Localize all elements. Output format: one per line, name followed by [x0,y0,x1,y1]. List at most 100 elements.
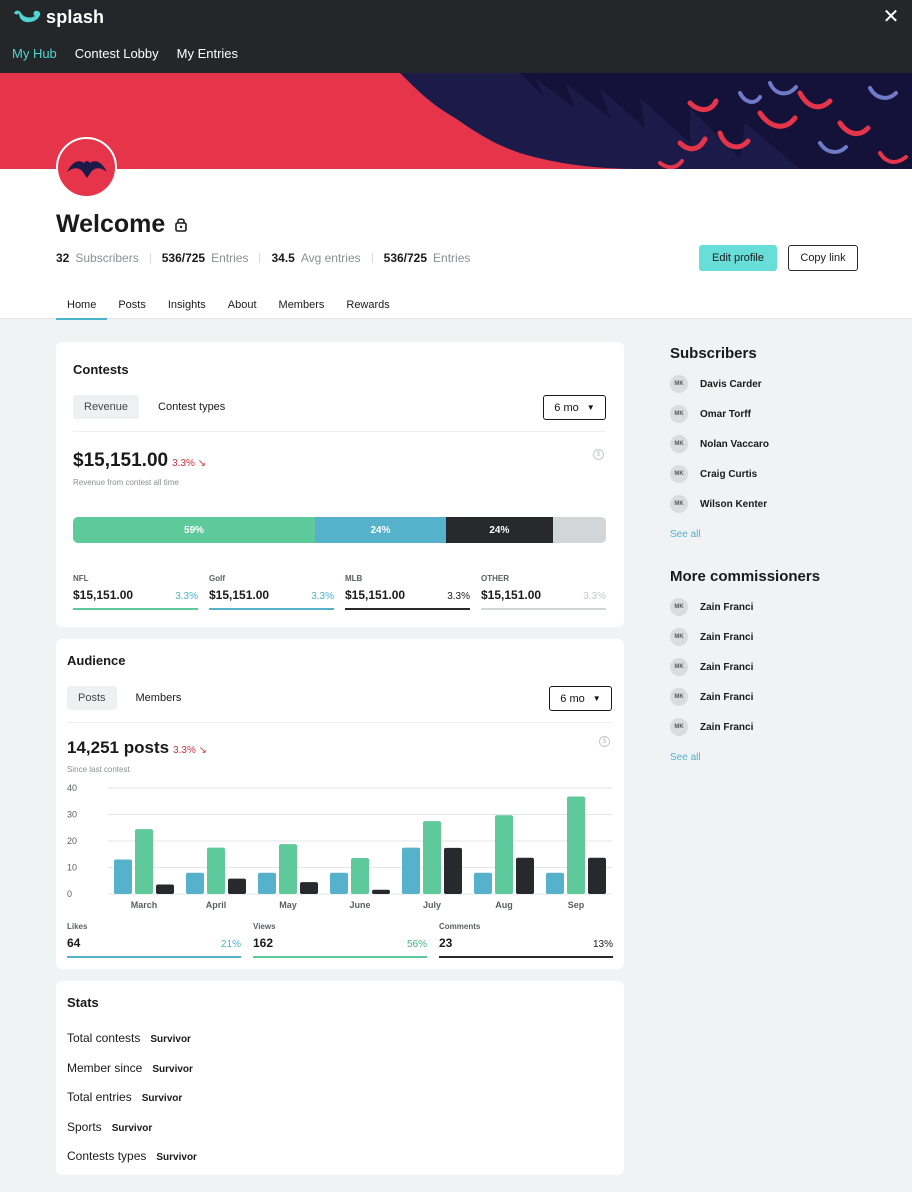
metric-value: $15,151.00 [345,588,406,602]
avatar: MK [670,628,688,646]
dollar-info-icon[interactable]: $ [593,449,604,460]
y-tick-label: 40 [67,783,77,793]
splash-logo[interactable]: splash [12,7,104,28]
avatar: MK [670,598,688,616]
posts-toggle[interactable]: Posts [67,686,117,710]
chart-bar [402,847,420,894]
person-name: Wilson Kenter [700,498,768,510]
stats-card [56,981,624,1175]
revenue-breakdown-bar: 59% 24% 24% [73,517,606,543]
person-item[interactable]: MK Davis Carder [670,375,762,393]
audience-posts: 14,251 posts 3.3% ↘ [67,738,207,758]
avatar: MK [670,435,688,453]
metric-item: Views 162 56% [253,922,427,958]
chart-bar [135,829,153,894]
commissioners-title: More commissioners [670,568,821,585]
contests-toggle: Revenue Contest types [73,395,236,419]
chart-bar [516,857,534,894]
person-item[interactable]: MK Zain Franci [670,598,753,616]
nav-my-hub[interactable]: My Hub [12,46,57,61]
page-title: Welcome [56,210,166,238]
stat-divider [259,253,261,263]
profile-avatar[interactable] [56,137,117,198]
chart-bar [186,872,204,894]
audience-period-select[interactable]: 6 mo ▼ [549,686,612,711]
chart-bar [423,821,441,894]
person-item[interactable]: MK Craig Curtis [670,465,757,483]
metric-percent: 56% [406,939,427,950]
chart-bar [372,889,390,894]
tab-about[interactable]: About [227,299,257,311]
period-value: 6 mo [560,692,585,705]
audience-toggle: Posts Members [67,686,192,710]
chart-bar [228,878,246,894]
contest-types-toggle[interactable]: Contest types [158,401,226,413]
edit-profile-button[interactable]: Edit profile [699,245,777,271]
stat-value: 32 [56,251,70,265]
stats-value: Survivor [156,1152,197,1163]
chart-bar [546,872,564,894]
x-tick-label: May [279,900,297,910]
nav-my-entries[interactable]: My Entries [176,46,239,61]
metric-row: $15,151.00 3.3% [345,588,470,602]
copy-link-button[interactable]: Copy link [788,245,858,271]
contests-divider [73,431,606,432]
person-item[interactable]: MK Wilson Kenter [670,495,767,513]
metric-item: Comments 23 13% [439,922,613,958]
metric-percent: 3.3% [447,591,470,602]
person-name: Zain Franci [700,631,754,643]
person-item[interactable]: MK Nolan Vaccaro [670,435,769,453]
metric-value: 23 [439,936,453,950]
person-item[interactable]: MK Omar Torff [670,405,751,423]
tab-insights[interactable]: Insights [167,299,206,311]
delta-text: 3.3% [173,745,196,756]
tab-home[interactable]: Home [56,299,108,320]
stat-value: 34.5 [271,251,295,265]
see-all-subscribers-link[interactable]: See all [670,529,701,540]
nav-contest-lobby[interactable]: Contest Lobby [74,46,159,61]
person-name: Zain Franci [700,661,754,673]
metric-percent: 3.3% [583,591,606,602]
stats-row: Total contests Survivor [67,1031,191,1045]
revenue-toggle[interactable]: Revenue [73,395,140,419]
tab-members[interactable]: Members [278,299,325,311]
contests-period-select[interactable]: 6 mo ▼ [543,395,606,420]
brand-name: splash [46,7,105,27]
stat-label: Entries [433,251,471,265]
metric-label: NFL [73,574,89,583]
whale-icon [14,10,41,22]
person-item[interactable]: MK Zain Franci [670,718,753,736]
metric-label: Golf [209,574,225,583]
metric-underline [209,608,334,610]
tab-posts[interactable]: Posts [118,299,146,311]
profile-stats: 32 Subscribers 536/725 Entries 34.5 Avg … [56,251,470,265]
metric-underline [67,956,241,958]
metric-underline [481,608,606,610]
members-toggle[interactable]: Members [135,692,182,704]
metric-value: $15,151.00 [209,588,270,602]
x-tick-label: July [423,900,441,910]
metric-underline [345,608,470,610]
close-icon[interactable]: ✕ [882,6,900,28]
chevron-down-icon: ▼ [586,403,595,412]
revenue-delta: 3.3% ↘ [172,458,206,469]
person-item[interactable]: MK Zain Franci [670,688,753,706]
see-all-commissioners-link[interactable]: See all [670,752,701,763]
metric-percent: 3.3% [175,591,198,602]
person-item[interactable]: MK Zain Franci [670,628,753,646]
tab-rewards[interactable]: Rewards [346,299,390,311]
metric-label: Likes [67,922,88,931]
posts-subtitle: Since last contest [67,765,130,774]
chevron-down-icon: ▼ [592,694,601,703]
stats-value: Survivor [141,1093,183,1104]
metric-label: Views [253,922,276,931]
metric-row: $15,151.00 3.3% [73,588,198,602]
revenue-value: $15,151.00 [73,450,169,471]
metric-value: 162 [253,936,274,950]
person-name: Zain Franci [700,691,754,703]
dollar-info-icon[interactable]: $ [599,736,610,747]
person-item[interactable]: MK Zain Franci [670,658,753,676]
posts-value: 14,251 posts [67,738,170,757]
arrow-down-icon: ↘ [197,458,207,469]
audience-title: Audience [67,653,126,668]
